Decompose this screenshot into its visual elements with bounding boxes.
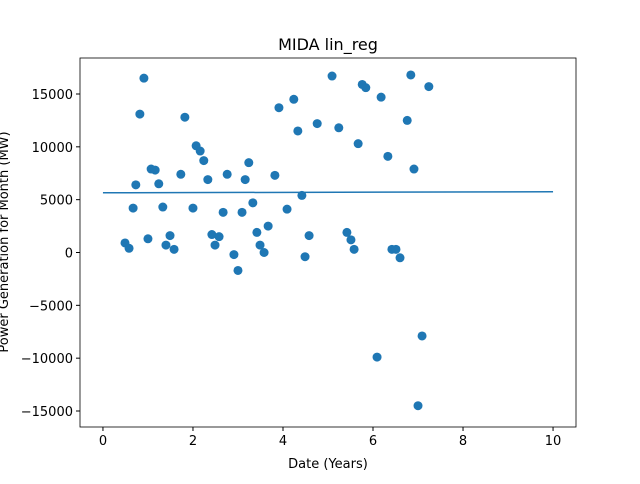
x-tick-label: 4 bbox=[279, 434, 287, 449]
point bbox=[274, 103, 284, 113]
point bbox=[218, 207, 228, 217]
y-tick-label: 5000 bbox=[40, 194, 73, 209]
point bbox=[293, 126, 303, 136]
point bbox=[176, 169, 186, 179]
point bbox=[402, 115, 412, 125]
point bbox=[255, 240, 265, 250]
chart-title: MIDA lin_reg bbox=[278, 35, 378, 55]
point bbox=[154, 179, 164, 189]
point bbox=[424, 82, 434, 92]
x-axis-label: Date (Years) bbox=[288, 457, 368, 472]
point bbox=[417, 331, 427, 341]
point bbox=[270, 170, 280, 180]
point bbox=[150, 165, 160, 175]
point bbox=[372, 352, 382, 362]
y-tick-label: −5000 bbox=[29, 299, 73, 314]
point bbox=[180, 112, 190, 122]
point bbox=[131, 180, 141, 190]
x-tick-label: 0 bbox=[99, 434, 107, 449]
point bbox=[353, 139, 363, 149]
point bbox=[207, 230, 217, 240]
fit-line bbox=[102, 190, 554, 194]
point bbox=[203, 175, 213, 185]
point bbox=[248, 198, 258, 208]
y-axis-label: Power Generation for Month (MW) bbox=[0, 131, 12, 352]
point bbox=[297, 190, 307, 200]
point bbox=[395, 253, 405, 263]
point bbox=[282, 204, 292, 214]
point bbox=[240, 175, 250, 185]
point bbox=[263, 221, 273, 231]
point bbox=[259, 247, 269, 257]
point bbox=[413, 401, 423, 411]
point bbox=[128, 203, 138, 213]
point bbox=[409, 164, 419, 174]
point bbox=[391, 244, 401, 254]
y-tick-label: 0 bbox=[65, 246, 73, 261]
point bbox=[165, 231, 175, 241]
x-tick-label: 8 bbox=[459, 434, 467, 449]
point bbox=[214, 232, 224, 242]
point bbox=[334, 123, 344, 133]
point bbox=[406, 70, 416, 80]
point bbox=[139, 73, 149, 83]
point bbox=[376, 92, 386, 102]
point bbox=[342, 227, 352, 237]
point bbox=[252, 227, 262, 237]
point bbox=[222, 169, 232, 179]
plot-frame bbox=[79, 57, 577, 428]
point bbox=[195, 146, 205, 156]
y-tick-label: 15000 bbox=[32, 88, 73, 103]
point bbox=[124, 243, 134, 253]
x-tick-label: 6 bbox=[369, 434, 377, 449]
point bbox=[327, 71, 337, 81]
point bbox=[349, 244, 359, 254]
point bbox=[143, 234, 153, 244]
point bbox=[199, 156, 209, 166]
point bbox=[289, 94, 299, 104]
point bbox=[237, 207, 247, 217]
x-tick-label: 2 bbox=[189, 434, 197, 449]
point bbox=[135, 109, 145, 119]
point bbox=[188, 203, 198, 213]
point bbox=[161, 240, 171, 250]
y-tick-label: −15000 bbox=[21, 405, 73, 420]
y-tick-label: −10000 bbox=[21, 352, 73, 367]
point bbox=[304, 231, 314, 241]
point bbox=[312, 119, 322, 129]
point bbox=[158, 202, 168, 212]
point bbox=[229, 250, 239, 260]
point bbox=[361, 83, 371, 93]
point bbox=[210, 240, 220, 250]
point bbox=[169, 244, 179, 254]
point bbox=[233, 265, 243, 275]
x-tick-label: 10 bbox=[545, 434, 562, 449]
y-tick-label: 10000 bbox=[32, 141, 73, 156]
point bbox=[346, 235, 356, 245]
point bbox=[300, 252, 310, 262]
point bbox=[383, 151, 393, 161]
point bbox=[244, 158, 254, 168]
